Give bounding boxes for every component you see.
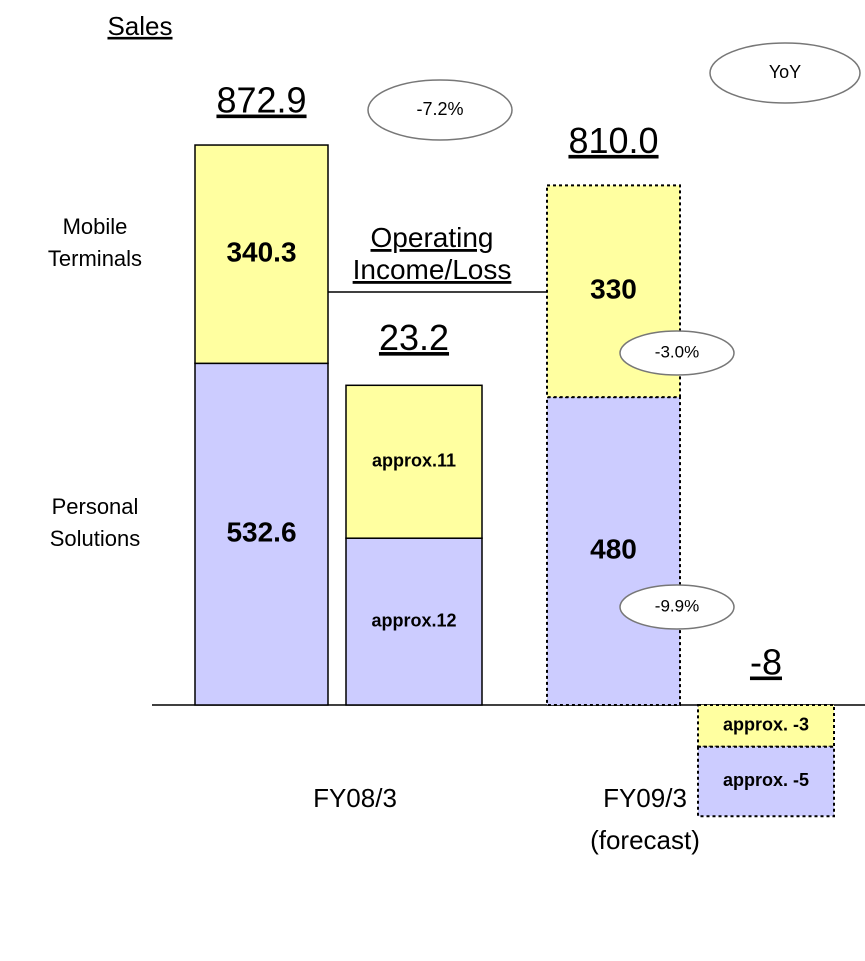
total-label: 23.2 [379,317,449,358]
total-label: 810.0 [568,120,658,161]
bar-segment [546,184,681,399]
bar-segment [194,362,329,706]
bar-segment [194,144,329,365]
bar-segment [345,384,483,539]
bar-segment [697,745,835,818]
yoy-bubble [619,330,735,376]
category-label: FY09/3 (forecast) [590,783,700,855]
value-label: approx. -3 [723,715,809,735]
value-label: 340.3 [226,237,296,268]
yoy-bubble [367,79,513,141]
bar-segment [546,396,681,706]
yoy-bubble [709,42,861,104]
chart-title: Sales [107,11,172,41]
yoy-text: -9.9% [655,596,699,615]
yoy-text: YoY [769,62,801,82]
category-label: FY08/3 [313,783,397,813]
bar-segment [697,704,835,748]
yoy-text: -3.0% [655,342,699,361]
yoy-bubble [619,584,735,630]
value-label: approx.11 [372,451,456,471]
value-label: 532.6 [226,517,296,548]
legend-label: Mobile Terminals [48,214,142,271]
value-label: 330 [590,274,637,305]
yoy-text: -7.2% [416,99,463,119]
total-label: 872.9 [216,80,306,121]
chart-title: Operating Income/Loss [353,222,512,285]
value-label: approx. -5 [723,770,809,790]
total-label: -8 [750,642,782,683]
value-label: approx.12 [371,610,456,630]
value-label: 480 [590,533,637,564]
legend-label: Personal Solutions [50,494,141,551]
